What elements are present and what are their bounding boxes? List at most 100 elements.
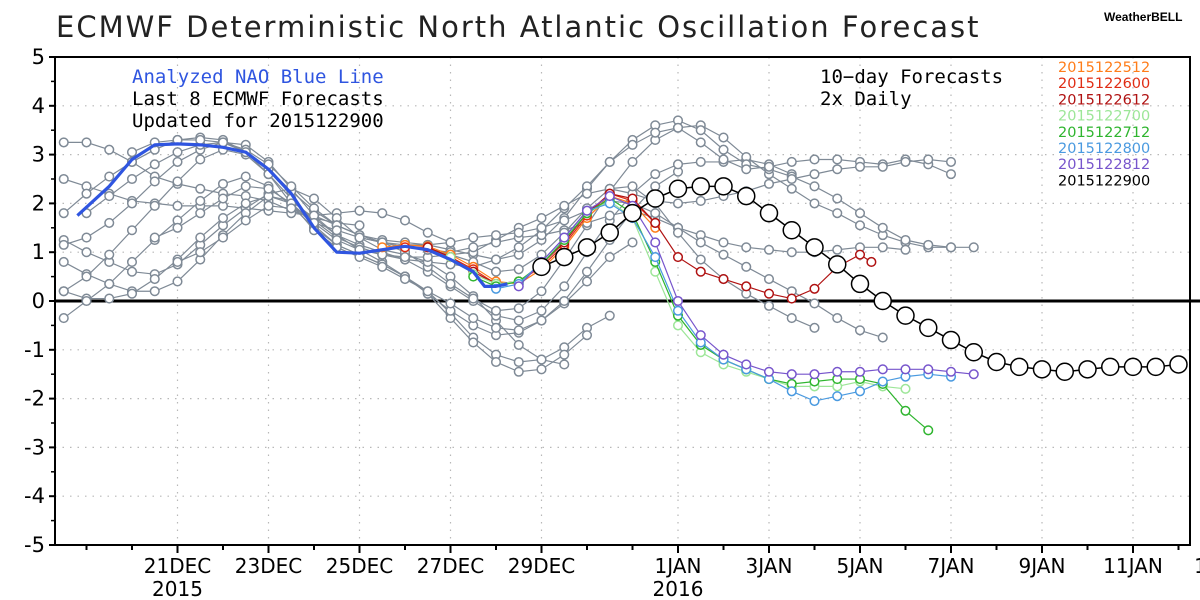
analyzed-series [76,142,508,288]
forecast-2015122612-point [763,288,775,299]
ensemble-forecast-point [286,181,297,192]
ensemble-forecast-point [445,278,456,289]
ensemble-forecast-point [695,125,706,136]
ensemble-forecast-point [809,169,820,180]
forecast-2015122812-point [604,191,615,202]
ensemble-forecast-point [81,188,92,199]
ensemble-forecast-point [58,208,69,219]
chart-title: ECMWF Deterministic North Atlantic Oscil… [56,10,981,44]
forecast-2015122700-point [672,320,684,331]
ensemble-forecast-point [809,198,820,209]
ensemble-forecast-point [604,252,615,263]
ensemble-forecast-point [536,354,547,365]
forecast-2015122612-point [672,252,684,263]
ensemble-forecast-point [536,305,547,316]
forecast-2015122800-point [832,391,843,402]
updated-label: Updated for 2015122900 [132,110,384,132]
ensemble-forecast-point [718,237,729,248]
ensemble-forecast-point [945,156,957,167]
ensemble-forecast-point [627,139,638,150]
forecast-2015122612-point [809,283,820,294]
ensemble-forecast-point [104,217,115,228]
forecast-2015122900-point [691,177,710,196]
ensemble-forecast-point [172,256,183,268]
ensemble-forecast-point [195,134,206,146]
forecast-2015122900-point [600,223,619,242]
ensemble-forecast-point [377,261,388,272]
ensemble-forecast-point [809,181,820,192]
ensemble-forecast-point [331,234,342,246]
ensemble-forecast-point [104,249,115,260]
y-tick-label: 5 [32,45,45,69]
ensemble-forecast-point [104,293,115,304]
forecast-2015122812-point [513,281,524,292]
forecast-2015122812-point [900,364,911,375]
ensemble-forecast-point [240,198,251,209]
analyzed-label: Analyzed NAO Blue Line [132,66,384,88]
ensemble-forecast-point [490,305,502,316]
y-tick-label: -5 [24,533,45,557]
ensemble-forecast-point [172,222,183,233]
last8-label: Last 8 ECMWF Forecasts [132,88,384,110]
ensemble-forecast-point [832,244,843,255]
ensemble-forecast-point [900,234,911,246]
ensemble-forecast-point [513,356,524,368]
forecast-2015122900-point [1032,360,1052,379]
forecast-2015122812-point [854,366,866,377]
forecast-2015122800-point [672,305,684,316]
ensemble-forecast-point [672,198,684,209]
forecast-2015122900-point [759,203,779,223]
forecast-2015122812-point [945,366,957,377]
ensemble-forecast-point [126,266,138,277]
ensemble-forecast-point [536,212,547,224]
forecast-2015122800-point [877,376,888,387]
ensemble-forecast-point [58,313,69,324]
forecast-2015122812-point [718,349,729,360]
forecast-2015122900-point [737,186,756,206]
ensemble-forecast-point [468,232,479,243]
forecast-2015122812-point [581,205,593,216]
ensemble-forecast-point [308,193,320,204]
ensemble-forecast-point [195,195,206,207]
ensemble-forecast-point [695,195,706,207]
ensemble-forecast-point [877,332,888,343]
ensemble-forecast-point [149,200,160,211]
forecast-2015122812 [513,191,979,380]
ensemble-forecast-point [445,298,456,309]
y-tick-label: 0 [32,289,45,313]
forecast-2015122900-point [668,179,688,199]
ensemble-forecast-point [172,200,183,211]
ensemble-forecast-point [923,154,934,165]
ensemble-forecast-point [149,159,160,170]
forecast-2015122612-point [741,281,752,292]
x-tick-label: 29DEC [508,554,575,578]
ensemble-forecast-point [559,349,570,360]
ensemble-forecast-point [195,232,206,243]
ensemble-forecast-point [786,313,797,324]
y-tick-label: -1 [24,338,45,362]
x-tick-label: 11JAN [1103,554,1163,578]
forecast-2015122800-point [650,252,661,263]
forecast-2015122812-point [832,366,843,377]
forecast-2015122900-point [850,274,870,294]
forecast-2015122900-point [1146,357,1165,377]
ensemble-forecast-point [513,242,524,253]
ensemble-forecast-point [399,273,411,285]
forecast-2015122900-point [1010,357,1029,377]
forecast-2015122612-point [866,256,877,268]
forecast-2015122900-point [828,255,847,274]
x-tick-label: 23DEC [235,554,302,578]
ensemble-forecast-point [695,137,706,148]
ensemble-forecast-point [513,315,524,326]
ensemble-forecast-point [377,208,388,219]
x-tick-label: 9JAN [1019,554,1066,578]
ensemble-forecast-point [58,256,69,268]
forecast-2015122612-point [650,217,661,228]
current-forecast-line [532,177,1188,382]
ensemble-forecast-point [832,208,843,219]
ensemble-forecast-point [832,313,843,324]
ensemble-forecast-point [877,161,888,172]
ensemble-forecast-point [126,198,138,209]
forecast-2015122900-point [1078,360,1097,379]
x-year-label: 2016 [653,577,704,600]
